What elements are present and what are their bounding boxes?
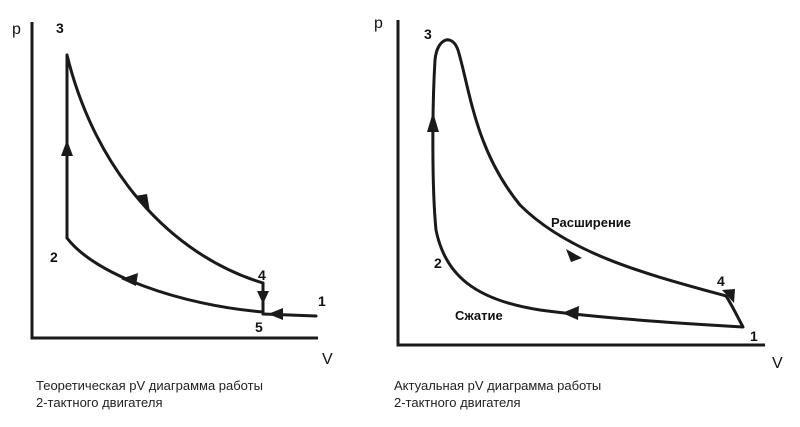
left-axes (30, 22, 318, 340)
left-arrow-compression (121, 273, 138, 286)
right-cycle-loop (431, 38, 745, 329)
left-arrow-intake (268, 308, 283, 320)
right-point-4: 4 (717, 273, 725, 289)
right-arrow-exhaust (722, 289, 735, 303)
right-v-axis-label: V (772, 355, 783, 372)
right-point-2: 2 (434, 255, 442, 271)
left-point-2: 2 (50, 249, 58, 265)
right-arrow-expansion (566, 249, 582, 262)
left-caption: Теоретическая pV диаграмма работы 2-такт… (36, 377, 263, 411)
expansion-label: Расширение (551, 215, 631, 230)
left-compression-curve (65, 236, 265, 314)
left-point-1: 1 (318, 293, 326, 309)
right-point-1: 1 (750, 328, 758, 344)
left-point-3: 3 (56, 20, 64, 36)
left-arrow-up (61, 140, 73, 156)
right-caption-line2: 2-тактного двигателя (394, 395, 521, 410)
theoretical-diagram: p V 3 2 4 5 1 (12, 20, 333, 368)
left-arrow-expansion (135, 194, 150, 212)
left-v-axis-label: V (322, 351, 333, 368)
right-caption: Актуальная pV диаграмма работы 2-тактног… (394, 377, 601, 411)
left-arrow-down (257, 291, 269, 304)
left-point-4: 4 (258, 267, 266, 283)
actual-diagram: p V 3 2 4 1 Расширение Сжатие (374, 15, 783, 372)
left-point-5: 5 (255, 319, 263, 335)
right-point-3: 3 (424, 26, 432, 42)
right-caption-line1: Актуальная pV диаграмма работы (394, 378, 602, 393)
compression-label: Сжатие (455, 308, 503, 323)
left-p-axis-label: p (12, 21, 21, 38)
right-p-axis-label: p (374, 15, 383, 32)
left-expansion-curve (65, 53, 265, 285)
left-caption-line2: 2-тактного двигателя (36, 395, 163, 410)
right-axes (396, 20, 765, 347)
right-arrow-compression (562, 306, 579, 320)
right-arrow-up (427, 112, 439, 132)
left-caption-line1: Теоретическая pV диаграмма работы (36, 378, 263, 393)
